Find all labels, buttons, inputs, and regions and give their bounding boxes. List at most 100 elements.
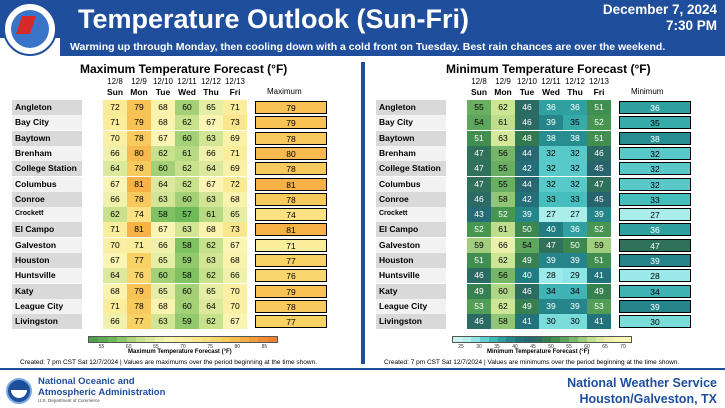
colorbar-tick: 70 bbox=[180, 343, 186, 350]
temp-cell: 58 bbox=[151, 207, 175, 223]
table-row: El Campo 52 61 50 40 36 52 36 bbox=[376, 222, 721, 238]
row-label-bg bbox=[376, 115, 446, 131]
temp-cell: 72 bbox=[103, 100, 127, 115]
temp-cell: 41 bbox=[587, 268, 611, 284]
temp-cell: 57 bbox=[175, 207, 199, 223]
summary-cell: 35 bbox=[619, 116, 691, 130]
row-label-bg bbox=[376, 222, 446, 238]
col-date: 12/9 bbox=[495, 77, 511, 86]
temp-cell: 52 bbox=[587, 115, 611, 131]
temp-cell: 62 bbox=[175, 161, 199, 177]
colorbar-tick: 75 bbox=[207, 343, 213, 350]
row-label-bg bbox=[12, 191, 82, 207]
temp-cell: 70 bbox=[103, 237, 127, 253]
temp-cell: 76 bbox=[127, 268, 151, 284]
colorbar-tick: 35 bbox=[494, 343, 500, 350]
summary-cell: 38 bbox=[619, 131, 691, 145]
temp-cell: 46 bbox=[587, 145, 611, 161]
col-date: 12/10 bbox=[516, 77, 538, 86]
temp-cell: 33 bbox=[563, 191, 587, 207]
temp-cell: 36 bbox=[563, 100, 587, 115]
temp-cell: 63 bbox=[151, 314, 175, 330]
row-label-bg bbox=[376, 145, 446, 161]
temp-cell: 64 bbox=[103, 161, 127, 177]
temp-cell: 68 bbox=[223, 191, 247, 207]
temp-cell: 67 bbox=[199, 176, 223, 192]
summary-cell: 79 bbox=[255, 101, 327, 114]
temp-cell: 60 bbox=[175, 191, 199, 207]
summary-cell: 77 bbox=[255, 315, 327, 329]
temp-cell: 63 bbox=[199, 191, 223, 207]
temp-cell: 60 bbox=[175, 100, 199, 115]
temp-cell: 67 bbox=[151, 222, 175, 238]
temp-cell: 44 bbox=[515, 145, 539, 161]
temp-cell: 50 bbox=[515, 222, 539, 238]
temp-cell: 62 bbox=[103, 207, 127, 223]
summary-cell: 39 bbox=[619, 254, 691, 267]
summary-cell: 33 bbox=[619, 192, 691, 206]
temp-cell: 67 bbox=[103, 176, 127, 192]
row-label-bg bbox=[376, 268, 446, 284]
temp-cell: 67 bbox=[223, 237, 247, 253]
table-row: Houston 51 62 49 39 39 51 39 bbox=[376, 253, 721, 268]
table-row: Brenham 47 56 44 32 32 46 32 bbox=[376, 145, 721, 161]
city-name: Livingston bbox=[15, 316, 58, 327]
col-date: 12/12 bbox=[200, 77, 222, 86]
col-dow: Tue bbox=[155, 87, 171, 97]
temp-cell: 46 bbox=[467, 191, 491, 207]
temp-cell: 74 bbox=[127, 207, 151, 223]
temp-cell: 64 bbox=[199, 161, 223, 177]
temp-cell: 32 bbox=[539, 161, 563, 177]
temp-cell: 58 bbox=[491, 314, 515, 330]
table-row: Livingston 46 58 41 30 30 41 30 bbox=[376, 314, 721, 330]
temp-cell: 42 bbox=[515, 161, 539, 177]
temp-cell: 44 bbox=[515, 176, 539, 192]
max-col-header-mon: 12/9 Mon bbox=[127, 77, 151, 97]
summary-cell: 80 bbox=[255, 146, 327, 160]
col-dow: Sun bbox=[106, 87, 124, 97]
col-dow: Mon bbox=[130, 87, 148, 97]
temp-cell: 67 bbox=[103, 253, 127, 268]
temp-cell: 73 bbox=[223, 115, 247, 131]
row-label-bg bbox=[12, 314, 82, 330]
row-label-bg bbox=[376, 314, 446, 330]
max-col-header-sun: 12/8 Sun bbox=[103, 77, 127, 97]
col-dow: Fri bbox=[229, 87, 241, 97]
temp-cell: 32 bbox=[539, 176, 563, 192]
city-name: Houston bbox=[15, 255, 50, 265]
temp-cell: 66 bbox=[103, 191, 127, 207]
row-label-bg bbox=[12, 145, 82, 161]
temp-cell: 47 bbox=[587, 176, 611, 192]
city-name: College Station bbox=[379, 163, 441, 174]
nws-logo bbox=[3, 2, 57, 56]
summary-cell: 81 bbox=[255, 223, 327, 237]
temp-cell: 77 bbox=[127, 253, 151, 268]
table-row: Katy 68 79 65 60 65 70 79 bbox=[12, 283, 357, 299]
city-name: Columbus bbox=[379, 178, 421, 189]
temp-cell: 46 bbox=[515, 283, 539, 299]
temp-cell: 39 bbox=[539, 298, 563, 314]
temp-cell: 56 bbox=[491, 145, 515, 161]
temp-cell: 66 bbox=[223, 268, 247, 284]
row-label-bg bbox=[12, 161, 82, 177]
row-label-bg bbox=[12, 268, 82, 284]
row-label-bg bbox=[12, 298, 82, 314]
col-date: 12/13 bbox=[224, 77, 246, 86]
table-row: Bay City 54 61 46 39 35 52 35 bbox=[376, 115, 721, 131]
temp-cell: 62 bbox=[491, 253, 515, 268]
summary-cell: 36 bbox=[619, 223, 691, 237]
temp-cell: 65 bbox=[199, 283, 223, 299]
table-row: Bay City 71 79 68 62 67 73 79 bbox=[12, 115, 357, 131]
min-col-header-fri: 12/13 Fri bbox=[587, 77, 611, 97]
city-name: Angleton bbox=[15, 102, 52, 112]
temp-cell: 52 bbox=[467, 222, 491, 238]
colorbar-tick: 40 bbox=[512, 343, 518, 350]
temp-cell: 38 bbox=[563, 130, 587, 146]
temp-cell: 60 bbox=[175, 130, 199, 146]
table-row: Katy 49 60 46 34 34 49 34 bbox=[376, 283, 721, 299]
temp-cell: 61 bbox=[175, 145, 199, 161]
temp-cell: 69 bbox=[223, 130, 247, 146]
table-row: College Station 47 55 42 32 32 45 32 bbox=[376, 161, 721, 177]
issue-time: 7:30 PM bbox=[665, 18, 717, 33]
col-date: 12/8 bbox=[471, 77, 487, 86]
